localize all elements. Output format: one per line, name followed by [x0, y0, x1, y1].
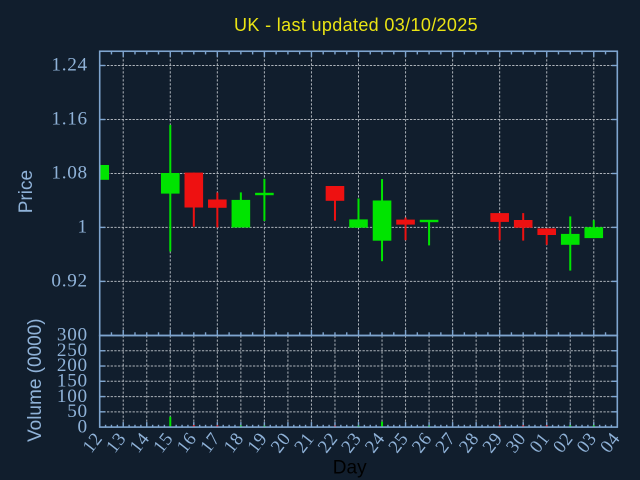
svg-text:150: 150: [57, 371, 88, 392]
svg-text:300: 300: [57, 325, 88, 346]
svg-text:1.08: 1.08: [51, 163, 87, 184]
svg-text:100: 100: [57, 386, 88, 407]
svg-text:200: 200: [57, 355, 88, 376]
svg-text:1: 1: [78, 217, 88, 238]
svg-text:UK - last updated 03/10/2025: UK - last updated 03/10/2025: [234, 15, 478, 35]
svg-text:250: 250: [57, 340, 88, 361]
svg-text:0.92: 0.92: [51, 271, 87, 292]
svg-text:1.24: 1.24: [51, 55, 87, 76]
svg-text:1.16: 1.16: [51, 109, 87, 130]
svg-text:0: 0: [78, 416, 88, 437]
svg-text:Volume (0000): Volume (0000): [25, 318, 46, 442]
svg-text:Price: Price: [16, 170, 37, 213]
svg-text:Day: Day: [333, 458, 367, 479]
svg-text:50: 50: [67, 401, 88, 422]
